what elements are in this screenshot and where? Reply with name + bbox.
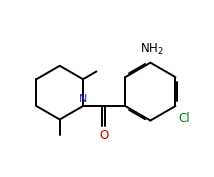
Text: Cl: Cl [178, 112, 190, 125]
Text: N: N [79, 94, 87, 104]
Text: O: O [99, 129, 108, 142]
Text: NH$_2$: NH$_2$ [140, 42, 163, 57]
